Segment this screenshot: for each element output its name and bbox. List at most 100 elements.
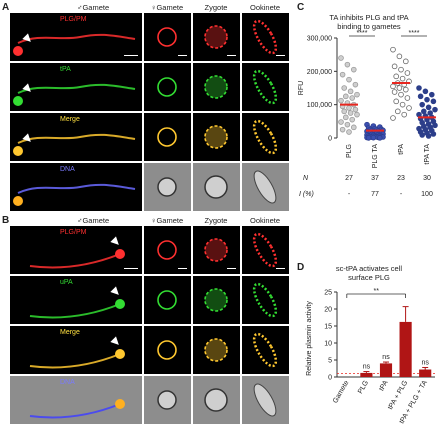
scatter-point-plg [352,81,359,88]
scale-bar [276,54,285,56]
micrograph-signal [252,119,278,155]
panel-a-letter: A [2,2,10,13]
panelA-image-r3-c2 [193,163,240,211]
scatter-point-tpa [395,108,401,115]
scale-bar [124,54,138,56]
bar-3 [399,321,412,377]
micrograph-signal [13,133,136,156]
scatter-point-tpa [390,46,396,53]
bar-4 [419,369,432,377]
micrograph-signal [204,388,228,412]
scatter-point-plg [341,85,347,91]
y-axis-label: Relative plasmin activity [306,301,313,376]
scatter-point-plg [344,121,351,128]
panel-a-col-male-gamete: ♂Gamete [76,3,110,12]
y-tick-label: 20 [324,307,332,314]
panelA-image-r0-c3 [242,13,289,61]
micrograph-signal [157,127,177,147]
ns-label: ns [363,364,371,371]
scatter-point-plg [350,66,357,73]
scatter-point-plg [338,55,344,61]
panelA-image-r0-c0 [10,13,142,61]
micrograph-signal [29,399,125,419]
panelB-channel-label-0: PLG/PM [60,229,87,236]
x-tick-label: Gamete [332,379,351,404]
panelA-image-r1-c1 [144,63,191,111]
panelA-image-r2-c3 [242,113,289,161]
scatter-point-tpa-ta [421,108,427,115]
micrograph-signal [157,240,177,260]
panelA-image-r2-c2 [193,113,240,161]
micrograph-signal [204,125,228,149]
scatter-point-tpa [396,53,403,60]
x-tick-label: PLG [357,380,370,396]
bar-1 [360,372,373,377]
scatter-point-plg [347,110,354,116]
scatter-point-plg [346,76,352,83]
scatter-point-plg [344,61,351,68]
micrograph-signal [204,238,228,262]
scale-bar [124,267,138,269]
panelB-image-r1-c3 [242,276,289,324]
scatter-point-tpa-ta [432,122,438,129]
scatter-point-tpa [398,91,404,98]
panelA-channel-label-3: DNA [60,166,75,173]
y-tick-label: 5 [328,358,332,365]
panel-c-title-line2: binding to gametes [337,22,401,31]
scatter-point-tpa-ta [419,101,425,108]
scatter-point-plg-ta [377,135,383,141]
panelB-channel-label-1: uPA [60,279,73,286]
scale-bar [178,267,187,269]
y-axis-label: RFU [298,81,305,95]
micrograph-signal [157,290,177,310]
micrograph-signal [204,75,228,99]
ns-label: ns [382,354,390,361]
panelA-image-r2-c1 [144,113,191,161]
micrograph-signal [29,349,125,369]
i-value: 77 [371,191,379,198]
panel-a-col-ookinete: Ookinete [249,3,281,12]
panel-d-title-line1: sc-tPA activates cell [335,264,403,273]
panelB-image-r0-c0 [10,226,142,274]
scatter-point-tpa [403,86,409,93]
scatter-point-tpa [406,105,412,111]
panelB-image-r3-c2 [193,376,240,424]
panel-b-col-male-gamete: ♂Gamete [76,216,110,225]
scatter-point-plg [342,114,349,121]
scatter-point-tpa-ta [424,96,430,103]
x-tick-label: tPA [398,144,405,155]
panelA-image-r2-c0 [10,113,142,161]
scatter-point-tpa-ta [430,131,437,137]
scatter-point-tpa [404,70,411,76]
significance-stars: ** [373,288,379,295]
scale-bar [178,54,187,56]
scatter-point-tpa-ta [425,104,432,111]
panelB-image-r2-c1 [144,326,191,374]
x-tick-label: PLG TA [372,144,379,169]
scatter-point-tpa-ta [422,88,429,95]
scatter-point-tpa [396,85,403,91]
scatter-point-tpa [391,63,398,70]
scatter-point-tpa-ta [432,106,438,113]
x-tick-label: tPA TA [424,144,431,165]
x-tick-label: tPA + PLG [387,380,409,412]
micrograph-signal [204,25,228,49]
panelA-channel-label-0: PLG/PM [60,16,87,23]
panel-b-col-female-gamete: ♀Gamete [150,216,184,225]
micrograph-signal [252,69,278,105]
i-value: - [400,191,403,198]
panel-a-col-zygote: Zygote [204,3,228,12]
micrograph-signal [204,288,228,312]
panelB-image-r0-c1 [144,226,191,274]
scatter-point-tpa [393,98,399,105]
panel-d-title-line2: surface PLG [348,273,390,282]
significance-stars: **** [357,30,368,37]
micrograph-signal [157,390,177,410]
panelB-image-r0-c3 [242,226,289,274]
scatter-point-plg [350,124,357,131]
scatter-point-tpa [401,111,407,118]
y-tick-label: 300,000 [307,36,332,43]
scale-bar [227,267,236,269]
panelA-image-r0-c1 [144,13,191,61]
scatter-point-plg-ta [370,134,377,141]
